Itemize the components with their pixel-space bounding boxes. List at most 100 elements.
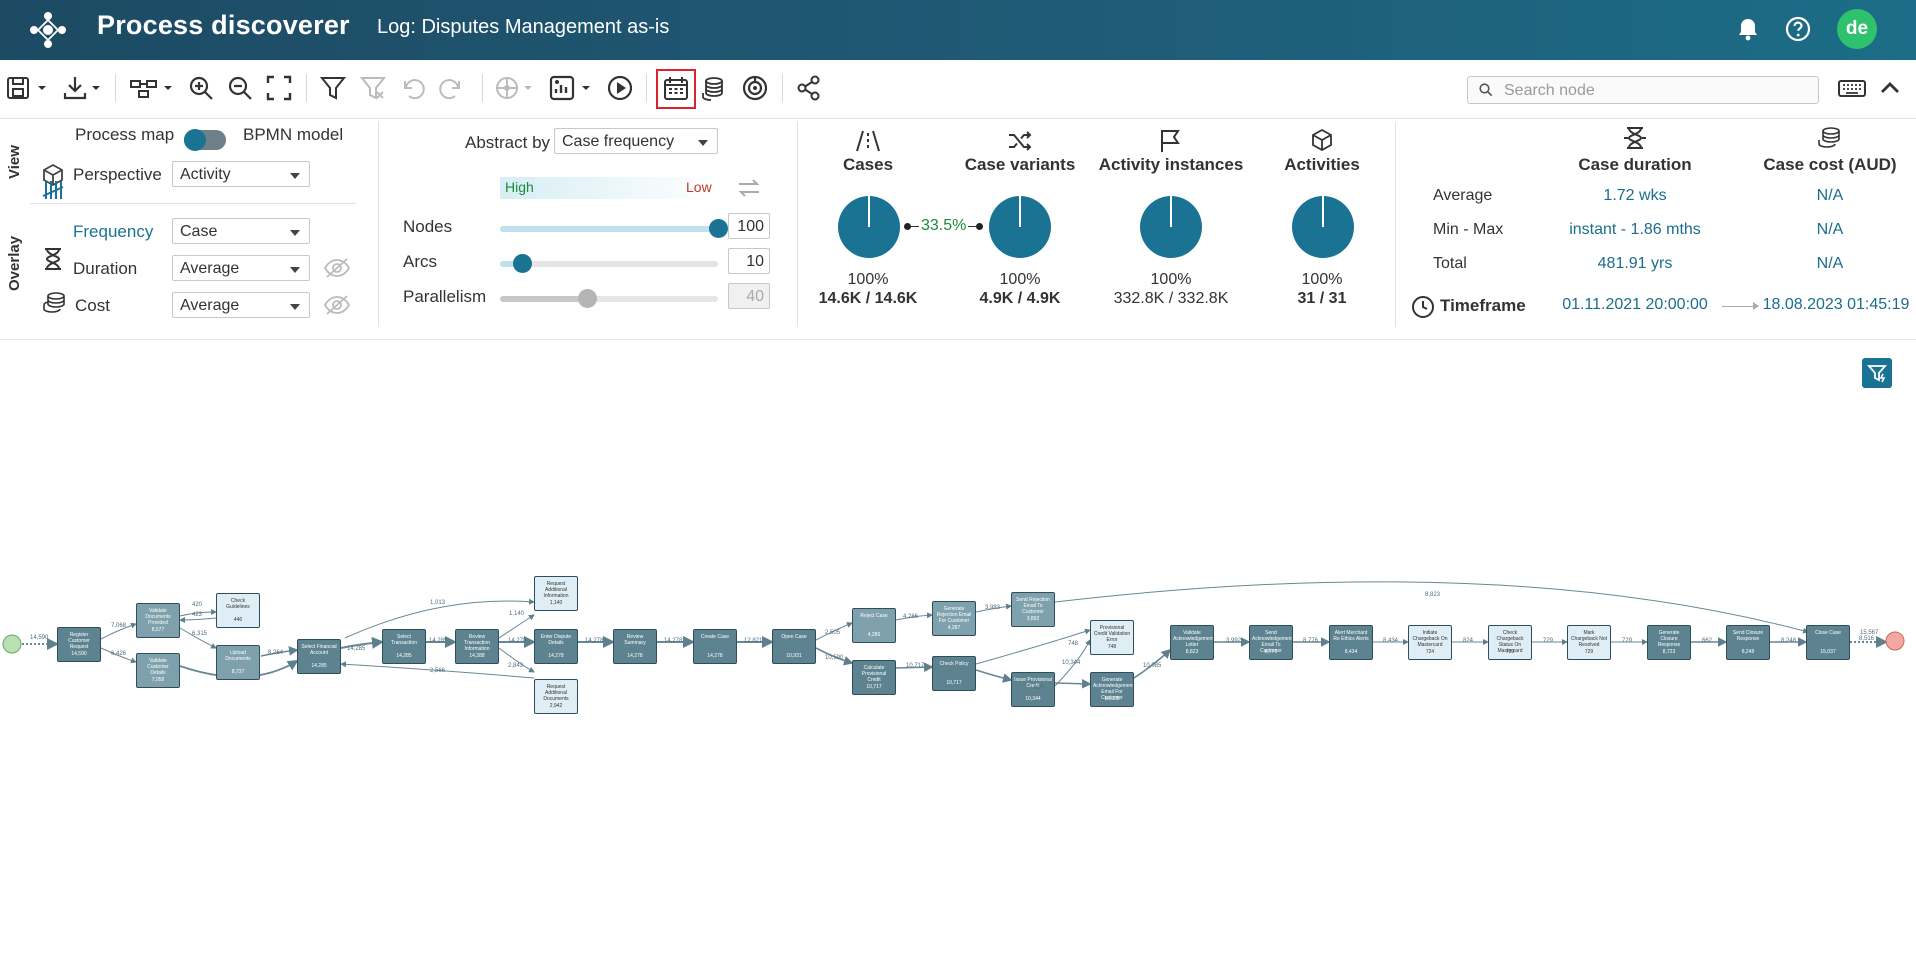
layout-icon[interactable] (129, 73, 177, 103)
map-node[interactable]: Check Chargeback Status On Mastercard 729 (1488, 625, 1532, 660)
parallelism-slider-fill (500, 296, 588, 302)
map-node[interactable]: Open Case 10,931 (772, 629, 816, 664)
map-node[interactable]: Send Rejection Email To Customer 3,892 (1011, 592, 1055, 627)
map-node[interactable]: Validate Acknowledgement Letter 8,823 (1170, 625, 1214, 660)
map-node-label: Check Policy (939, 661, 969, 667)
map-node[interactable]: Select Transaction 14,285 (382, 629, 426, 664)
map-node[interactable]: Register Customer Request 14,590 (57, 627, 101, 662)
abstract-by-value: Case frequency (562, 133, 675, 150)
map-node[interactable]: Alert Merchant Re Ethics Alerts 8,434 (1329, 625, 1373, 660)
zoom-in-icon[interactable] (186, 73, 216, 103)
map-node-count: 8,248 (1741, 649, 1755, 655)
end-node[interactable] (1885, 631, 1905, 651)
map-node[interactable]: Send Acknowledgement Email To Customer 8,… (1249, 625, 1293, 660)
map-node[interactable]: Generate Rejection Email For Customer 4,2… (932, 601, 976, 636)
nodes-slider-fill (500, 226, 718, 232)
map-node[interactable]: Generate Acknowledgement Email For Custo… (1090, 672, 1134, 707)
map-node-label: Send Acknowledgement Email To Customer (1252, 630, 1293, 654)
map-node[interactable]: Initiate Chargeback On Mastercard 724 (1408, 625, 1452, 660)
map-node[interactable]: Enter Dispute Details 14,278 (534, 629, 578, 664)
map-edge-label: 12,821 (744, 638, 763, 644)
total-cost: N/A (1816, 255, 1844, 272)
arcs-slider-knob[interactable] (512, 254, 532, 273)
map-node-label: Calculate Provisional Credit (861, 665, 887, 683)
start-node[interactable] (2, 634, 22, 654)
nodes-input[interactable]: 100 (728, 213, 770, 239)
view-mode-toggle[interactable] (184, 129, 226, 151)
map-node-label: Close Case (1815, 630, 1841, 636)
process-map-canvas[interactable]: Register Customer Request 14,590 Validate … (0, 560, 1916, 740)
map-node[interactable]: Issue Provisional Credit 10,344 (1011, 672, 1055, 707)
map-edge-label: 8,248 (1781, 638, 1797, 644)
map-edge-label: 1,013 (430, 600, 446, 606)
user-avatar[interactable]: de (1837, 9, 1877, 49)
map-node[interactable]: Review Transaction Information 14,388 (455, 629, 499, 664)
map-node[interactable]: Provisional Credit Validation Error 748 (1090, 620, 1134, 655)
save-icon[interactable] (5, 73, 49, 103)
map-node[interactable]: Check Guidelines 446 (216, 593, 260, 628)
bell-icon[interactable] (1733, 14, 1763, 44)
log-title: Log: Disputes Management as-is (377, 16, 670, 38)
case-duration-label: Case duration (1578, 155, 1692, 174)
zoom-out-icon[interactable] (225, 73, 255, 103)
eye-off-icon[interactable] (323, 257, 351, 284)
map-node-count: 14,278 (707, 653, 723, 659)
dashboard-icon[interactable] (548, 73, 596, 103)
map-node-label: Send Rejection Email To Customer (1016, 597, 1050, 615)
map-node[interactable]: Validate Customer Details 7,058 (136, 653, 180, 688)
map-node-count: 10,717 (866, 684, 882, 690)
map-node[interactable]: Upload Documents 8,737 (216, 645, 260, 680)
nodes-slider-knob[interactable] (709, 219, 728, 238)
map-edge-label: 2,505 (825, 630, 841, 636)
cost-select[interactable]: Average (172, 292, 310, 318)
map-node[interactable]: Mark Chargeback Not Resolved 729 (1567, 625, 1611, 660)
map-node[interactable]: Validate Documents Provided 8,577 (136, 603, 180, 638)
cost-icon[interactable] (699, 73, 729, 103)
map-node[interactable]: Close Case 15,037 (1806, 625, 1850, 660)
toggle-knob[interactable] (184, 129, 206, 151)
collapse-icon[interactable] (1875, 73, 1905, 103)
quick-filter-button[interactable] (1862, 358, 1892, 388)
map-edge-label: 3,992 (1226, 638, 1242, 644)
share-icon[interactable] (794, 73, 824, 103)
map-node-count: 10,344 (1025, 696, 1041, 702)
arcs-input[interactable]: 10 (728, 248, 770, 274)
arcs-slider-track[interactable] (500, 261, 718, 267)
map-node[interactable]: Create Case 14,278 (693, 629, 737, 664)
high-low-scale (500, 177, 718, 199)
help-icon[interactable] (1783, 14, 1813, 44)
map-edge-label: 690 (1034, 685, 1045, 691)
keyboard-icon[interactable] (1837, 73, 1867, 103)
eye-off-icon[interactable] (323, 294, 351, 321)
map-node[interactable]: Request Additional Information 1,140 (534, 576, 578, 611)
app-header: Process discoverer Log: Disputes Managem… (0, 0, 1916, 60)
map-node[interactable]: Review Summary 14,278 (613, 629, 657, 664)
swap-icon[interactable] (736, 178, 762, 203)
calendar-icon[interactable] (656, 69, 696, 109)
map-node[interactable]: Generate Closure Response 8,723 (1647, 625, 1691, 660)
map-node[interactable]: Select Financial Account 14,285 (297, 639, 341, 674)
perspective-select[interactable]: Activity (172, 161, 310, 187)
abstract-by-select[interactable]: Case frequency (554, 128, 718, 154)
parallelism-slider-track[interactable] (500, 296, 718, 302)
target-icon[interactable] (740, 73, 770, 103)
app-logo-icon[interactable] (30, 12, 66, 48)
variants-ratio: 33.5% (919, 217, 969, 235)
map-node[interactable]: Request Additional Documents 2,942 (534, 679, 578, 714)
search-node-input[interactable] (1502, 80, 1806, 102)
frequency-select[interactable]: Case (172, 218, 310, 244)
map-node-label: Generate Acknowledgement Email For Custo… (1093, 677, 1134, 701)
frequency-value: Case (180, 223, 218, 240)
map-node[interactable]: Calculate Provisional Credit 10,717 (852, 660, 896, 695)
bpmn-model-label: BPMN model (243, 125, 344, 144)
fit-screen-icon[interactable] (264, 73, 294, 103)
search-box (1467, 76, 1819, 104)
duration-select[interactable]: Average (172, 255, 310, 281)
play-icon[interactable] (605, 73, 635, 103)
download-icon[interactable] (62, 73, 106, 103)
map-node[interactable]: Reject Case 4,286 (852, 608, 896, 643)
map-node[interactable]: Send Closure Response 8,248 (1726, 625, 1770, 660)
map-edge-label: 10,085 (1143, 663, 1162, 669)
filter-icon[interactable] (318, 73, 348, 103)
map-node[interactable]: Check Policy 10,717 (932, 656, 976, 691)
